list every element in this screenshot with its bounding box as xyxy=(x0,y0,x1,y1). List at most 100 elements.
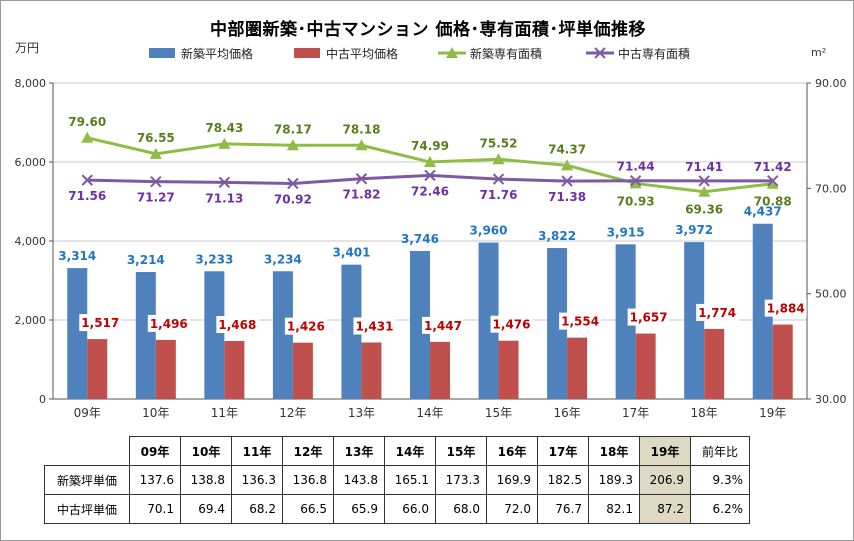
bar-used-price xyxy=(567,337,588,399)
marker-used-area xyxy=(492,173,505,185)
marker-used-area xyxy=(767,175,779,187)
data-label-background xyxy=(422,316,464,334)
bar-new-price xyxy=(478,242,499,399)
bar-new-price xyxy=(615,244,636,399)
data-label-new-area: 74.37 xyxy=(548,142,586,156)
left-axis-unit: 万円 xyxy=(15,41,39,55)
data-label-new-area: 75.52 xyxy=(480,136,518,150)
bar-new-price xyxy=(67,268,88,399)
bar-new-price xyxy=(684,242,705,399)
line-series xyxy=(81,131,779,197)
x-tick-label: 15年 xyxy=(485,406,512,420)
data-label-new-price: 3,233 xyxy=(195,252,233,266)
data-label-new-price: 3,972 xyxy=(675,223,713,237)
marker-x-stroke xyxy=(424,169,436,182)
bar-new-price xyxy=(410,251,430,399)
table-cell: 66.0 xyxy=(384,494,436,524)
data-label-used-area: 71.42 xyxy=(754,160,792,174)
data-label-background xyxy=(764,299,807,317)
axes: 0 2,000 4,000 6,000 8,000 30.00 50.00 70.00 90.0… xyxy=(15,41,847,420)
table-cell: 136.8 xyxy=(282,465,334,495)
table-cell: 70.1 xyxy=(129,494,181,524)
data-label-used-price: 1,431 xyxy=(355,319,393,333)
right-tick-label: 50.00 xyxy=(815,288,847,301)
left-tick-label: 2,000 xyxy=(15,314,47,327)
legend-label: 新築専有面積 xyxy=(470,46,542,61)
table-cell: 138.8 xyxy=(180,465,232,495)
marker-used-area xyxy=(629,175,642,187)
bar-used-price xyxy=(224,341,245,399)
x-tick-label: 14年 xyxy=(416,406,443,420)
data-label-new-area: 79.60 xyxy=(68,115,106,129)
right-tick-label: 30.00 xyxy=(815,393,847,406)
table-row: 新築坪単価 137.6 138.8 136.3 136.8 143.8 165.1 173.3… xyxy=(44,465,750,495)
data-label-used-area: 72.46 xyxy=(411,184,449,198)
marker-x-stroke xyxy=(767,175,779,187)
table-cell: 68.2 xyxy=(231,494,283,524)
table-header-year: 15年 xyxy=(435,436,487,466)
marker-new-area xyxy=(629,177,642,189)
data-label-used-price: 1,468 xyxy=(218,318,256,332)
bar-used-price xyxy=(87,339,108,399)
legend-swatch-bar xyxy=(149,48,175,58)
table-row-label: 新築坪単価 xyxy=(44,465,130,495)
data-label-new-area: 78.18 xyxy=(342,122,380,136)
data-label-used-area: 71.76 xyxy=(480,188,518,202)
data-label-used-price: 1,447 xyxy=(424,319,462,333)
bar-used-price xyxy=(704,328,725,399)
table-header-year: 19年 xyxy=(639,436,691,466)
data-label-new-price: 4,437 xyxy=(744,205,782,219)
table-header-year: 17年 xyxy=(537,436,589,466)
data-label-new-price: 3,822 xyxy=(538,229,576,243)
x-tick-label: 10年 xyxy=(142,406,169,420)
data-label-new-price: 3,314 xyxy=(58,249,96,263)
table-corner xyxy=(44,436,130,466)
marker-used-area xyxy=(561,175,573,187)
data-label-new-price: 3,234 xyxy=(264,252,302,266)
table-cell: 82.1 xyxy=(588,494,640,524)
table-cell: 72.0 xyxy=(486,494,538,524)
x-tick-label: 17年 xyxy=(622,406,649,420)
marker-new-area xyxy=(81,131,94,143)
table-cell: 143.8 xyxy=(333,465,385,495)
marker-x-stroke xyxy=(287,177,299,190)
data-label-used-price: 1,426 xyxy=(287,320,325,334)
table-cell: 65.9 xyxy=(333,494,385,524)
marker-new-area xyxy=(698,185,711,197)
x-tick-label: 16年 xyxy=(553,406,580,420)
left-tick-label: 0 xyxy=(39,393,46,406)
marker-new-area xyxy=(149,147,162,159)
bar-used-price xyxy=(772,324,793,399)
left-tick-label: 8,000 xyxy=(15,77,47,90)
data-label-background xyxy=(627,308,670,326)
x-tick-label: 18年 xyxy=(691,406,718,420)
chart-plot: 0 2,000 4,000 6,000 8,000 30.00 50.00 70.00 90.0… xyxy=(15,41,847,420)
marker-x-stroke xyxy=(355,173,368,185)
table-cell: 137.6 xyxy=(129,465,181,495)
legend-label: 中古平均価格 xyxy=(326,46,398,61)
table-header-year: 09年 xyxy=(129,436,181,466)
bar-new-price xyxy=(135,272,156,399)
table-cell: 68.0 xyxy=(435,494,487,524)
marker-x-stroke xyxy=(81,174,93,186)
left-tick-label: 6,000 xyxy=(15,156,47,169)
table-cell: 173.3 xyxy=(435,465,487,495)
marker-x-stroke xyxy=(218,176,231,189)
marker-used-area xyxy=(355,173,368,185)
bar-used-price xyxy=(498,340,519,399)
data-label-new-area: 78.17 xyxy=(274,122,312,136)
chart-title: 中部圏新築･中古マンション 価格･専有面積･坪単価推移 xyxy=(210,20,646,40)
legend-swatch-bar xyxy=(294,48,320,58)
legend-label: 新築平均価格 xyxy=(181,46,253,61)
data-label-used-price: 1,774 xyxy=(698,306,736,320)
table-header-yoy: 前年比 xyxy=(690,436,750,466)
data-label-new-area: 70.88 xyxy=(754,195,792,209)
left-tick-label: 4,000 xyxy=(15,235,47,248)
bar-used-price xyxy=(361,342,382,399)
data-label-background xyxy=(696,303,739,321)
table-cell-yoy: 9.3% xyxy=(690,465,750,495)
x-tick-label: 09年 xyxy=(74,406,101,420)
bar-used-price xyxy=(430,341,450,399)
table-header-year: 14年 xyxy=(384,436,436,466)
marker-new-area xyxy=(355,139,368,151)
